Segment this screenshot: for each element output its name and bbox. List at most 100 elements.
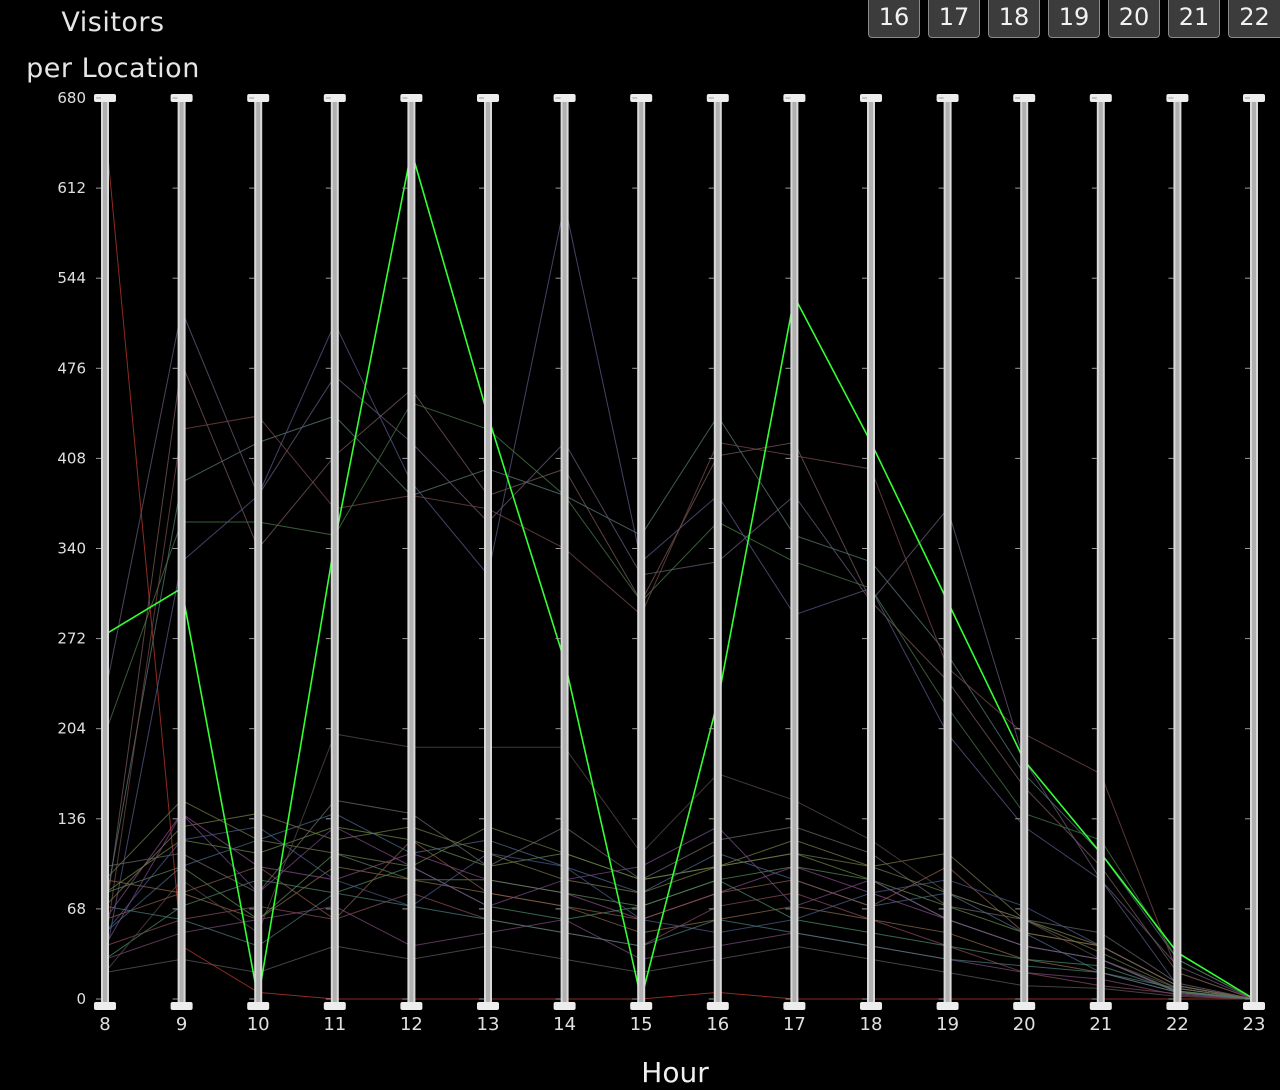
axis-17[interactable] [783,94,806,1010]
axis-top-handle[interactable] [1089,94,1112,102]
hour-button-17[interactable]: 17 [928,0,980,38]
series-line[interactable] [104,308,1255,1000]
x-tick-label: 8 [99,1014,110,1035]
x-tick-label: 19 [936,1014,959,1035]
hour-button-18[interactable]: 18 [988,0,1040,38]
y-tick-label: 680 [57,89,86,107]
axis-bottom-handle[interactable] [1166,1002,1189,1010]
axis-20[interactable] [1013,94,1036,1010]
axis-top-handle[interactable] [400,94,423,102]
axis-22[interactable] [1166,94,1189,1010]
series-line[interactable] [104,124,1254,1000]
axis-21[interactable] [1089,94,1112,1010]
axis-10[interactable] [247,94,270,1010]
hour-button-16[interactable]: 16 [868,0,920,38]
series-line[interactable] [104,799,1255,1000]
series-line[interactable] [104,826,1255,1000]
series-line[interactable] [104,892,1255,1000]
axis-bottom-handle[interactable] [247,1002,270,1010]
axis-bar-inner [639,100,644,1004]
axis-bottom-handle[interactable] [94,1002,116,1010]
axis-bottom-handle[interactable] [1243,1002,1265,1010]
axis-bottom-handle[interactable] [477,1002,499,1010]
axis-16[interactable] [706,94,729,1010]
x-tick-label: 17 [783,1014,806,1035]
axis-bottom-handle[interactable] [170,1002,193,1010]
hour-button-20[interactable]: 20 [1108,0,1160,38]
axis-top-handle[interactable] [1243,94,1265,102]
axis-23[interactable] [1243,94,1265,1010]
axis-bottom-handle[interactable] [706,1002,729,1010]
axis-8[interactable] [94,94,116,1010]
axis-11[interactable] [323,94,346,1010]
axis-bottom-handle[interactable] [630,1002,653,1010]
axis-top-handle[interactable] [630,94,653,102]
axis-bar-inner [1252,100,1256,1004]
y-axis-ticks: 0 68 136 204 272 340 408 476 544 612 680 [57,89,86,1008]
hour-axes [94,94,1265,1010]
axis-top-handle[interactable] [170,94,193,102]
series-line[interactable] [104,415,1255,1000]
x-tick-label: 12 [400,1014,423,1035]
series-line[interactable] [104,945,1255,1000]
axis-top-handle[interactable] [553,94,576,102]
axis-bottom-handle[interactable] [860,1002,882,1010]
series-line[interactable] [104,812,1255,1000]
axis-bar-inner [179,100,184,1004]
axis-12[interactable] [400,94,423,1010]
axis-bottom-handle[interactable] [553,1002,576,1010]
axis-bottom-handle[interactable] [1013,1002,1036,1010]
hour-button-19[interactable]: 19 [1048,0,1100,38]
y-tick-label: 0 [76,990,86,1008]
y-tick-label: 136 [57,810,86,828]
axis-top-handle[interactable] [1013,94,1036,102]
axis-bottom-handle[interactable] [400,1002,423,1010]
axis-bar-inner [945,100,950,1004]
hour-button-22[interactable]: 22 [1228,0,1280,38]
axis-top-handle[interactable] [783,94,806,102]
x-tick-label: 11 [323,1014,346,1035]
axis-bar-inner [409,100,414,1004]
axis-13[interactable] [477,94,499,1010]
y-tick-label: 612 [57,179,86,197]
y-tick-label: 204 [57,720,86,738]
highlighted-series-line[interactable] [104,150,1255,1000]
axis-bottom-handle[interactable] [1089,1002,1112,1010]
axis-top-handle[interactable] [1166,94,1189,102]
title-line-2: per Location [26,53,200,84]
axis-9[interactable] [170,94,193,1010]
axis-top-handle[interactable] [477,94,499,102]
axis-bar-inner [332,100,337,1004]
series-line[interactable] [104,905,1255,1000]
axis-bottom-handle[interactable] [323,1002,346,1010]
series-line[interactable] [104,415,1255,1000]
title-line-1: Visitors [61,7,165,38]
axis-bar-inner [103,100,107,1004]
axis-15[interactable] [630,94,653,1010]
x-tick-label: 16 [706,1014,729,1035]
axis-bar-inner [869,100,873,1004]
series-line[interactable] [104,839,1255,1000]
x-tick-label: 20 [1013,1014,1036,1035]
axis-bar-inner [1175,100,1180,1004]
axis-top-handle[interactable] [247,94,270,102]
axis-bar-inner [562,100,567,1004]
series-line[interactable] [104,203,1255,1000]
series-line[interactable] [104,892,1255,1000]
axis-bottom-handle[interactable] [783,1002,806,1010]
axis-top-handle[interactable] [94,94,116,102]
axis-14[interactable] [553,94,576,1010]
hour-button-21[interactable]: 21 [1168,0,1220,38]
axis-19[interactable] [936,94,959,1010]
axis-18[interactable] [860,94,882,1010]
axis-bottom-handle[interactable] [936,1002,959,1010]
axis-bar-inner [486,100,490,1004]
axis-top-handle[interactable] [936,94,959,102]
axis-bar-inner [256,100,261,1004]
series-line[interactable] [104,812,1255,1000]
axis-top-handle[interactable] [860,94,882,102]
axis-bar-inner [1022,100,1027,1004]
axis-top-handle[interactable] [323,94,346,102]
axis-top-handle[interactable] [706,94,729,102]
series-line[interactable] [104,402,1255,1000]
